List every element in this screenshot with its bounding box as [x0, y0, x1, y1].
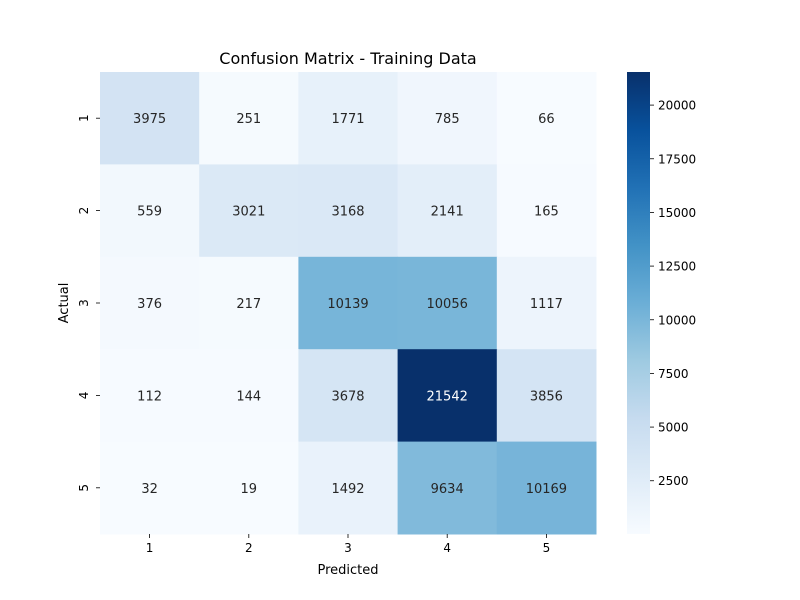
cell-value-label: 19 — [241, 482, 258, 497]
heatmap-cell — [397, 72, 498, 165]
cell-value-label: 10169 — [526, 482, 567, 497]
y-tick-label: 3 — [77, 299, 91, 307]
cell-value-label: 376 — [137, 297, 162, 312]
cell-value-label: 3975 — [133, 112, 166, 127]
y-axis: 1 2 3 4 5 — [77, 114, 100, 492]
x-tick-label: 4 — [443, 541, 451, 555]
heatmap-cell — [100, 349, 200, 443]
cell-value-label: 66 — [538, 112, 555, 127]
chart-title: Confusion Matrix - Training Data — [219, 49, 476, 68]
cell-value-label: 1492 — [331, 482, 364, 497]
cell-value-label: 112 — [137, 389, 162, 404]
heatmap-cell — [298, 441, 399, 535]
colorbar-tick-label: 17500 — [658, 152, 696, 166]
x-tick-label: 2 — [245, 541, 253, 555]
colorbar-tick-label: 15000 — [658, 206, 696, 220]
colorbar: 2500 5000 7500 10000 12500 15000 17500 20000 — [627, 72, 696, 534]
x-axis-label: Predicted — [317, 563, 378, 578]
cell-value-label: 165 — [534, 205, 559, 220]
cell-value-label: 21542 — [427, 389, 468, 404]
y-axis-label: Actual — [57, 283, 72, 324]
cell-value-label: 10139 — [327, 297, 368, 312]
colorbar-tick-label: 5000 — [658, 421, 689, 435]
heatmap-cell — [298, 164, 399, 258]
heatmap-cell — [100, 72, 200, 165]
heatmap-cell — [199, 72, 299, 165]
cell-value-label: 10056 — [427, 297, 468, 312]
heatmap-cell — [397, 441, 498, 535]
colorbar-tick-label: 20000 — [658, 99, 696, 113]
heatmap-cell — [298, 349, 399, 443]
colorbar-gradient — [627, 72, 650, 534]
cell-value-label: 3856 — [530, 389, 563, 404]
heatmap-cell — [496, 349, 597, 443]
cell-value-label: 3021 — [232, 205, 265, 220]
heatmap-cells: 3975 251 1771 785 66 559 3021 3168 2141 165 376 217… — [100, 72, 597, 535]
heatmap-cell — [199, 164, 299, 258]
cell-value-label: 144 — [236, 389, 261, 404]
colorbar-tick-label: 12500 — [658, 260, 696, 274]
heatmap-cell — [496, 72, 597, 165]
y-tick-label: 4 — [77, 392, 91, 400]
cell-value-label: 3678 — [331, 389, 364, 404]
heatmap-cell — [100, 441, 200, 535]
y-tick-label: 2 — [77, 207, 91, 215]
cell-value-label: 1771 — [331, 112, 364, 127]
x-axis: 1 2 3 4 5 — [146, 534, 550, 555]
x-tick-label: 3 — [344, 541, 352, 555]
heatmap-cell — [496, 164, 597, 258]
x-tick-label: 5 — [543, 541, 551, 555]
cell-value-label: 785 — [435, 112, 460, 127]
cell-value-label: 217 — [236, 297, 261, 312]
cell-value-label: 559 — [137, 205, 162, 220]
cell-value-label: 3168 — [331, 205, 364, 220]
y-tick-label: 5 — [77, 484, 91, 492]
colorbar-tick-label: 10000 — [658, 313, 696, 327]
heatmap-cell — [199, 441, 299, 535]
heatmap-cell — [496, 441, 597, 535]
heatmap-cell — [100, 256, 200, 350]
heatmap-cell — [496, 256, 597, 350]
x-tick-label: 1 — [146, 541, 154, 555]
heatmap-cell — [397, 256, 498, 350]
cell-value-label: 1117 — [530, 297, 563, 312]
cell-value-label: 32 — [141, 482, 158, 497]
cell-value-label: 2141 — [431, 205, 464, 220]
heatmap-cell — [199, 349, 299, 443]
heatmap-cell — [100, 164, 200, 258]
heatmap-cell — [298, 256, 399, 350]
y-tick-label: 1 — [77, 114, 91, 122]
cell-value-label: 9634 — [431, 482, 464, 497]
heatmap-cell — [397, 164, 498, 258]
heatmap-cell — [397, 349, 498, 443]
heatmap-cell — [298, 72, 399, 165]
heatmap-cell — [199, 256, 299, 350]
cell-value-label: 251 — [236, 112, 261, 127]
colorbar-tick-label: 7500 — [658, 367, 689, 381]
colorbar-tick-label: 2500 — [658, 474, 689, 488]
